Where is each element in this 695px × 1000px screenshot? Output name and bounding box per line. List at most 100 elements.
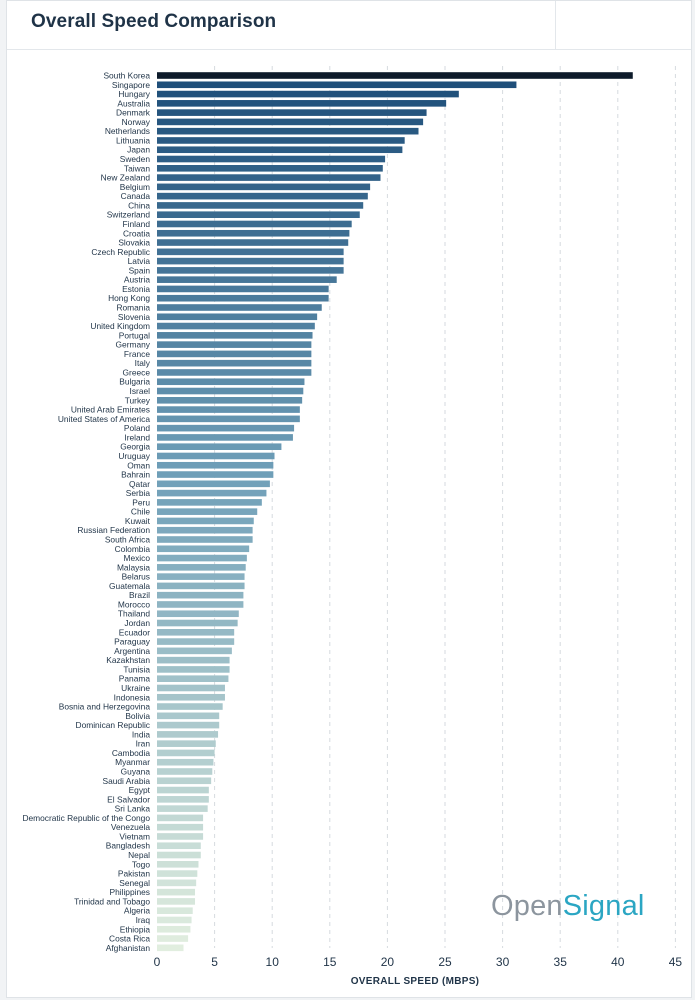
- category-label: Trinidad and Tobago: [74, 896, 150, 906]
- category-label: Norway: [122, 117, 151, 127]
- category-label: Bulgaria: [119, 377, 150, 387]
- category-label: Morocco: [118, 599, 150, 609]
- category-label: Guatemala: [109, 581, 150, 591]
- bar: [157, 322, 315, 330]
- bar: [157, 861, 199, 868]
- bar: [157, 183, 371, 191]
- bar: [157, 443, 282, 450]
- bar: [157, 239, 349, 246]
- category-label: Bangladesh: [106, 841, 151, 851]
- category-label: Kuwait: [125, 516, 151, 526]
- category-label: United Arab Emirates: [71, 405, 150, 415]
- category-label: Russian Federation: [77, 525, 150, 535]
- category-label: Singapore: [112, 80, 151, 90]
- bar: [157, 629, 235, 636]
- bar: [157, 350, 312, 358]
- bar: [157, 304, 322, 311]
- category-label: Algeria: [124, 906, 150, 916]
- bar: [157, 805, 208, 812]
- bar: [157, 684, 225, 692]
- bar: [157, 888, 196, 896]
- bar: [157, 480, 270, 488]
- bar: [157, 387, 304, 395]
- bar: [157, 898, 196, 905]
- category-label: Israel: [130, 386, 151, 396]
- category-label: Denmark: [116, 108, 151, 118]
- bar: [157, 313, 318, 321]
- category-label: Italy: [135, 358, 151, 368]
- logo-open-text: Open: [491, 890, 563, 922]
- header-divider: [555, 1, 556, 50]
- bar: [157, 693, 225, 701]
- category-label: Portugal: [119, 330, 150, 340]
- category-label: Brazil: [129, 590, 150, 600]
- category-label: Romania: [116, 303, 150, 313]
- category-label: Japan: [127, 145, 150, 155]
- bar: [157, 564, 246, 571]
- bar: [157, 248, 344, 256]
- bar: [157, 740, 216, 747]
- category-label: Belarus: [122, 572, 150, 582]
- bar: [157, 786, 209, 794]
- category-label: Belgium: [120, 182, 150, 192]
- bar: [157, 406, 300, 413]
- bar: [157, 276, 337, 283]
- bar: [157, 267, 344, 274]
- bar: [157, 378, 305, 386]
- bar: [157, 749, 215, 757]
- bar: [157, 100, 447, 107]
- bar: [157, 471, 274, 478]
- bar: [157, 508, 258, 515]
- category-label: Paraguay: [114, 637, 151, 647]
- category-label: Austria: [124, 275, 150, 285]
- bar: [157, 109, 427, 116]
- x-tick-label: 45: [669, 955, 683, 969]
- bar: [157, 90, 459, 98]
- category-label: Afghanistan: [106, 943, 151, 953]
- x-tick-label: 5: [211, 955, 218, 969]
- category-label: Cambodia: [112, 748, 151, 758]
- logo-signal-text: Signal: [562, 890, 645, 922]
- bar: [157, 675, 229, 682]
- bar: [157, 517, 254, 525]
- bar: [157, 434, 293, 441]
- category-label: Serbia: [126, 488, 151, 498]
- bar: [157, 638, 235, 645]
- x-tick-label: 35: [554, 955, 568, 969]
- bar: [157, 192, 368, 200]
- category-label: Poland: [124, 423, 150, 433]
- category-label: Philippines: [109, 887, 150, 897]
- category-label: Panama: [119, 674, 151, 684]
- x-tick-label: 20: [381, 955, 395, 969]
- category-label: Ireland: [124, 432, 150, 442]
- x-axis-title: OVERALL SPEED (MBPS): [351, 976, 480, 987]
- bar: [157, 545, 250, 553]
- category-label: Malaysia: [117, 562, 150, 572]
- category-label: Kazakhstan: [106, 655, 150, 665]
- category-label: Bosnia and Herzegovina: [59, 702, 151, 712]
- category-label: Taiwan: [124, 163, 150, 173]
- page-title: Overall Speed Comparison: [31, 11, 277, 32]
- category-label: Iraq: [136, 915, 151, 925]
- bar: [157, 118, 424, 126]
- category-label: China: [128, 200, 150, 210]
- category-label: Hungary: [118, 89, 150, 99]
- bar: [157, 758, 214, 766]
- category-label: New Zealand: [101, 173, 151, 183]
- bar: [157, 211, 360, 218]
- category-label: Venezuela: [111, 822, 150, 832]
- bar: [157, 285, 329, 293]
- category-label: Sweden: [120, 154, 151, 164]
- x-tick-label: 10: [266, 955, 280, 969]
- bar: [157, 174, 381, 181]
- bar: [157, 944, 184, 952]
- bar: [157, 601, 244, 608]
- category-label: Georgia: [120, 442, 150, 452]
- category-label: Spain: [129, 265, 151, 275]
- bar: [157, 137, 405, 144]
- category-label: Argentina: [114, 646, 150, 656]
- bar: [157, 359, 312, 367]
- category-label: Australia: [117, 98, 150, 108]
- bar: [157, 731, 219, 738]
